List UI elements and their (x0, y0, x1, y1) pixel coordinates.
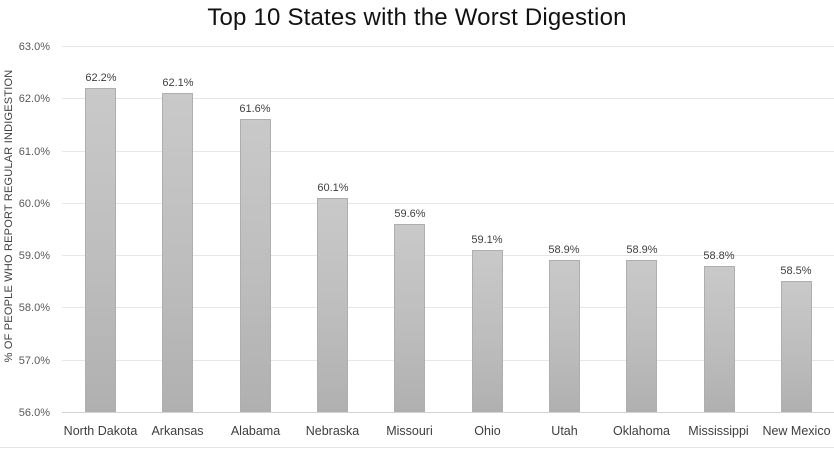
gridline (62, 307, 834, 308)
chart-bottom-border (0, 447, 834, 448)
gridline (62, 46, 834, 47)
x-axis-label: Utah (551, 424, 578, 438)
bar-oklahoma (626, 260, 657, 412)
x-axis-label: Nebraska (305, 424, 360, 438)
x-axis-label: Alabama (230, 424, 281, 438)
gridline (62, 98, 834, 99)
bar-arkansas (162, 93, 193, 412)
bar-ohio (472, 250, 503, 412)
bar-value-label: 58.9% (548, 244, 580, 256)
chart-title: Top 10 States with the Worst Digestion (207, 4, 627, 31)
y-tick-label: 60.0% (18, 197, 50, 210)
bar-mississippi (704, 266, 735, 412)
bar-nebraska (317, 198, 348, 412)
x-axis-label: Ohio (474, 424, 501, 438)
bar-alabama (240, 119, 271, 412)
y-axis: 56.0% 57.0% 58.0% 59.0% 60.0% 61.0% 62.0% 63.0% (0, 41, 56, 419)
bar-value-label: 58.5% (780, 265, 812, 277)
gridline (62, 151, 834, 152)
x-axis: North Dakota Arkansas Alabama Nebraska Misso… (62, 424, 834, 442)
gridline (62, 360, 834, 361)
bar-value-label: 61.6% (239, 103, 271, 115)
y-tick-label: 61.0% (18, 145, 50, 158)
bar-value-label: 62.2% (85, 72, 117, 84)
bar-value-label: 59.1% (471, 234, 503, 246)
x-axis-label: Arkansas (151, 424, 204, 438)
x-axis-label: Mississippi (688, 424, 749, 438)
gridline (62, 203, 834, 204)
gridline (62, 412, 834, 413)
bar-value-label: 58.8% (703, 250, 735, 262)
y-tick-label: 63.0% (18, 40, 50, 53)
bar-value-label: 59.6% (394, 208, 426, 220)
bar-utah (549, 260, 580, 412)
plot-area: 62.2% 62.1% 61.6% 60.1% 59.6% 59.1% 58.9% 58.9%… (62, 46, 834, 413)
gridline (62, 255, 834, 256)
bar-new-mexico (781, 281, 812, 412)
y-tick-label: 56.0% (18, 406, 50, 419)
bar-value-label: 58.9% (626, 244, 658, 256)
bar-value-label: 60.1% (317, 182, 349, 194)
bar-value-label: 62.1% (162, 77, 194, 89)
x-axis-label: Oklahoma (613, 424, 670, 438)
x-axis-label: Missouri (386, 424, 433, 438)
bar-north-dakota (85, 88, 116, 412)
x-axis-label: New Mexico (762, 424, 831, 438)
y-tick-label: 58.0% (18, 301, 50, 314)
bar-missouri (394, 224, 425, 412)
x-axis-label: North Dakota (63, 424, 138, 438)
y-tick-label: 62.0% (18, 92, 50, 105)
y-tick-label: 57.0% (18, 354, 50, 367)
y-tick-label: 59.0% (18, 249, 50, 262)
